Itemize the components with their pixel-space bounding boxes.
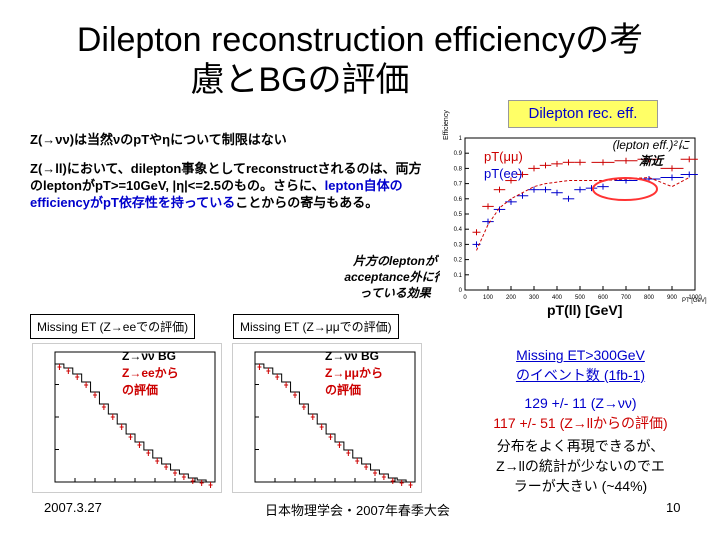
x-tick-label: 1000 bbox=[688, 295, 702, 301]
x-tick-label: 700 bbox=[621, 295, 632, 301]
y-tick-label: 0.7 bbox=[454, 182, 463, 188]
hist-mumu-line-2: Z→μμから bbox=[325, 366, 384, 380]
y-tick-label: 0.2 bbox=[454, 258, 463, 264]
legend-mumu: pT(μμ) bbox=[484, 149, 523, 164]
plot-axes: 0 100 200 300 400 500 600 700 800 900 1000 0 0.1 0.2 0… bbox=[454, 136, 703, 301]
hist-mumu-legend: Z→νν BG Z→μμから の評価 bbox=[325, 348, 383, 399]
legend-ee: pT(ee) bbox=[484, 166, 523, 181]
y-tick-label: 0.4 bbox=[454, 227, 463, 233]
title-line-2: 慮とBGの評価 bbox=[190, 61, 410, 99]
text-ll-paragraph: Z(→ll)において、dilepton事象としてreconstructされるのは… bbox=[30, 160, 425, 211]
results-line-4: 117 +/- 51 (Z→llからの評価) bbox=[493, 415, 668, 431]
y-tick-label: 0.3 bbox=[454, 242, 463, 248]
slide-title: Dilepton reconstruction efficiencyの考 慮とB… bbox=[0, 20, 720, 100]
text-nunu-note: Z(→νν)は当然νのpTやηについて制限はない bbox=[30, 132, 287, 147]
hist-mumu-line-1: Z→νν BG bbox=[325, 349, 380, 363]
histogram-mumu bbox=[232, 343, 422, 493]
acceptance-note-line-1: 片方のleptonが bbox=[353, 254, 437, 268]
acceptance-trend-line bbox=[476, 177, 690, 251]
conclusion-line-3: ラーが大きい (~44%) bbox=[513, 478, 648, 494]
asymptote-ellipse bbox=[592, 177, 658, 201]
acceptance-note: 片方のleptonが acceptance外に行 っている効果 bbox=[340, 253, 450, 301]
plot-background bbox=[440, 130, 710, 310]
title-line-1: Dilepton reconstruction efficiencyの考 bbox=[76, 21, 644, 59]
x-tick-label: 500 bbox=[575, 295, 586, 301]
x-tick-label: 0 bbox=[463, 295, 467, 301]
efficiency-plot: 0 100 200 300 400 500 600 700 800 900 1000 0 0.1 0.2 0… bbox=[440, 130, 710, 310]
asymptote-ring bbox=[592, 177, 658, 201]
y-axis-title: Efficiency bbox=[443, 110, 450, 140]
dilepton-eff-label: Dilepton rec. eff. bbox=[508, 100, 658, 128]
series-legend: pT(μμ) pT(ee) bbox=[484, 148, 523, 182]
missing-et-mumu-label: Missing ET (Z→μμでの評価) bbox=[233, 314, 399, 339]
results-count-label: のイベント数 (1fb-1) bbox=[515, 367, 646, 383]
text-ll-black: Z(→ll)において、dilepton事象としてreconstructされるのは… bbox=[30, 161, 422, 193]
hist-line-mumu bbox=[255, 363, 415, 483]
asymptote-line-2: 漸近 bbox=[638, 154, 663, 168]
plot-marks bbox=[472, 156, 698, 251]
results-block: Missing ET>300GeV のイベント数 (1fb-1) 129 +/-… bbox=[448, 345, 713, 433]
results-line-2: のイベント数 (1fb-1) bbox=[448, 365, 713, 385]
hist-ee-line-1: Z→νν BG bbox=[122, 349, 177, 363]
x-tick-label: 300 bbox=[529, 295, 540, 301]
y-tick-label: 0.1 bbox=[454, 273, 463, 279]
results-line-3: 129 +/- 11 (Z→νν) bbox=[524, 395, 637, 411]
x-axis-unit: PT [GeV] bbox=[682, 298, 707, 304]
asymptote-line-1: (lepton eff.)²に bbox=[612, 138, 690, 152]
y-tick-label: 0.8 bbox=[454, 166, 463, 172]
acceptance-note-line-3: っている効果 bbox=[359, 286, 431, 300]
y-tick-label: 0 bbox=[459, 288, 463, 294]
results-line-1: Missing ET>300GeV bbox=[516, 347, 645, 363]
asymptote-note: (lepton eff.)²に 漸近 bbox=[598, 137, 704, 169]
x-tick-label: 600 bbox=[598, 295, 609, 301]
x-axis-label: pT(ll) [GeV] bbox=[547, 302, 623, 318]
histogram-ee bbox=[32, 343, 222, 493]
footer-conference: 日本物理学会・2007年春季大会 bbox=[265, 503, 450, 518]
x-tick-label: 400 bbox=[552, 295, 563, 301]
footer-date: 2007.3.27 bbox=[44, 500, 102, 515]
hist-ee-line-2: Z→eeから bbox=[122, 366, 179, 380]
hist-ee-line-3: の評価 bbox=[122, 383, 159, 397]
footer-page-number: 10 bbox=[666, 500, 681, 515]
y-tick-label: 1 bbox=[459, 136, 463, 142]
x-tick-label: 900 bbox=[667, 295, 678, 301]
y-tick-label: 0.5 bbox=[454, 212, 463, 218]
hist-line-ee bbox=[55, 363, 215, 483]
x-tick-label: 200 bbox=[506, 295, 517, 301]
x-tick-label: 100 bbox=[483, 295, 494, 301]
y-tick-label: 0.6 bbox=[454, 197, 463, 203]
conclusion-line-1: 分布をよく再現できるが、 bbox=[496, 438, 665, 454]
x-tick-label: 800 bbox=[644, 295, 655, 301]
conclusion-line-2: Z→llの統計が少ないのでエ bbox=[496, 458, 665, 474]
conclusion-block: 分布をよく再現できるが、 Z→llの統計が少ないのでエ ラーが大きい (~44%… bbox=[448, 436, 713, 496]
acceptance-note-line-2: acceptance外に行 bbox=[344, 270, 446, 284]
y-tick-label: 0.9 bbox=[454, 151, 463, 157]
hist-ee-legend: Z→νν BG Z→eeから の評価 bbox=[122, 348, 179, 399]
text-ll-end: ことからの寄与もある。 bbox=[235, 195, 379, 210]
missing-et-ee-label: Missing ET (Z→eeでの評価) bbox=[30, 314, 196, 339]
text-ll-blue: lepton自体のefficiencyがpT依存性を持っている bbox=[30, 178, 403, 210]
hist-mumu-line-3: の評価 bbox=[325, 383, 362, 397]
